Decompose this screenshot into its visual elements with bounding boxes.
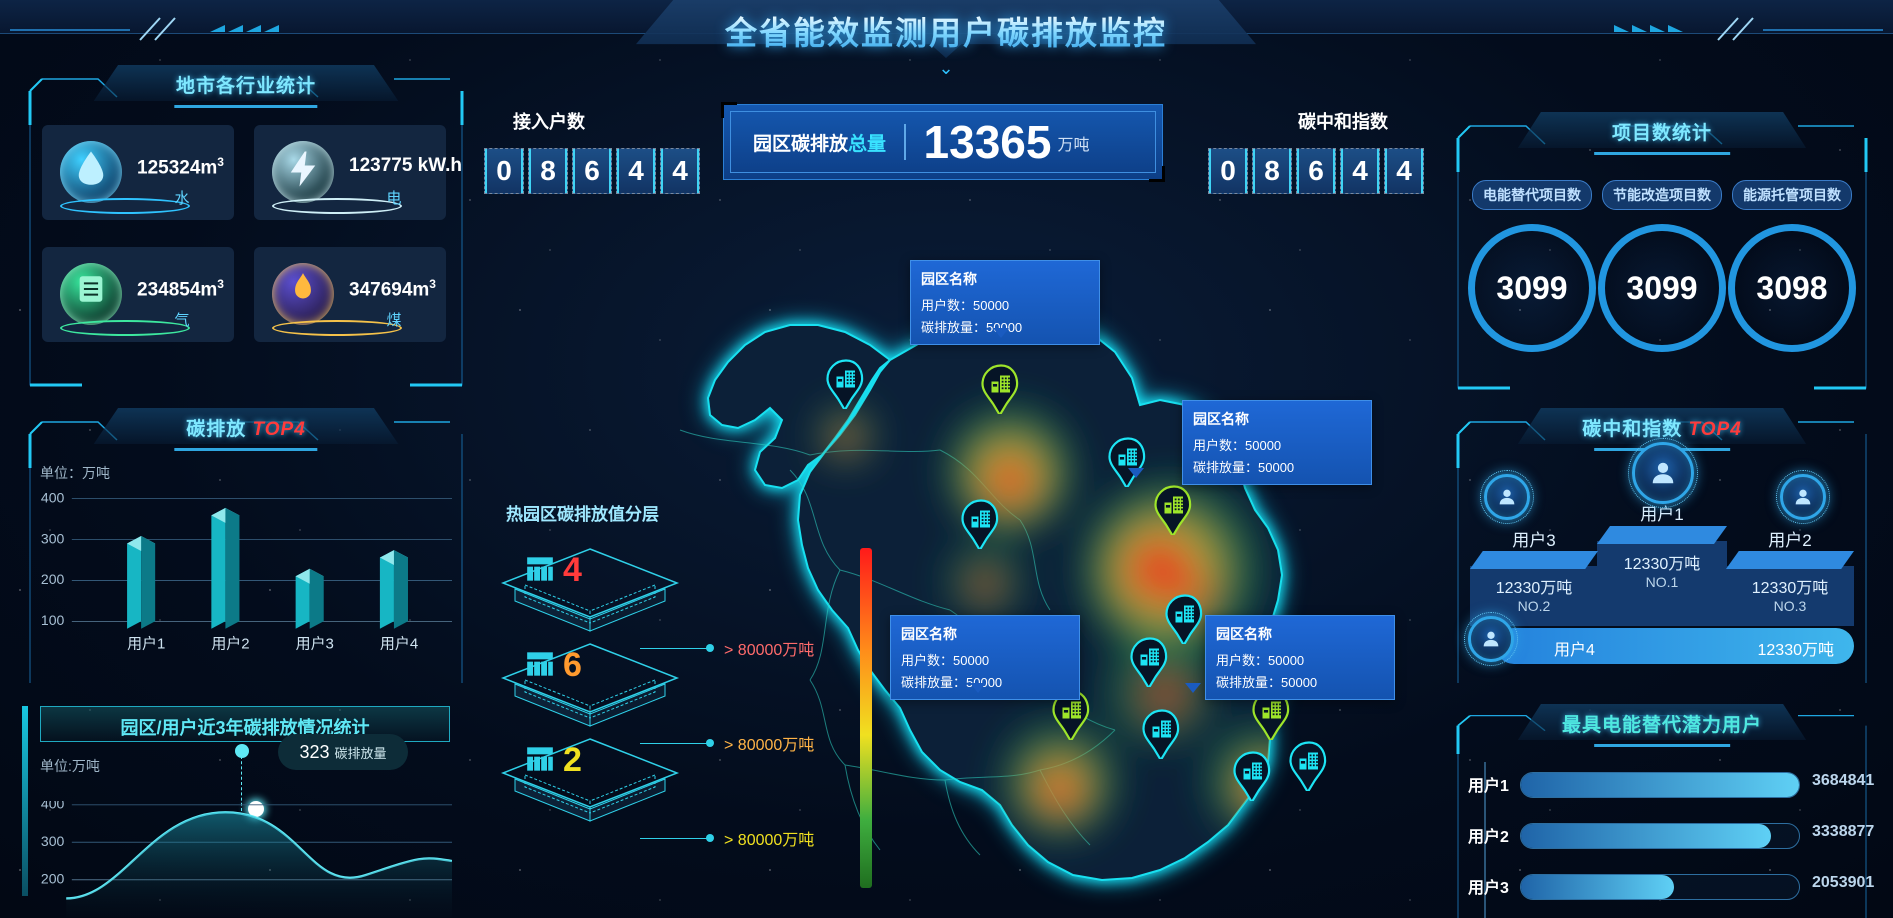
svg-text:用户2: 用户2 bbox=[211, 635, 249, 652]
svg-text:400: 400 bbox=[41, 493, 65, 505]
svg-text:200: 200 bbox=[41, 870, 65, 886]
svg-text:200: 200 bbox=[41, 571, 65, 587]
svg-text:300: 300 bbox=[41, 833, 65, 849]
svg-text:用户4: 用户4 bbox=[380, 635, 418, 652]
svg-text:400: 400 bbox=[41, 801, 65, 812]
svg-text:用户1: 用户1 bbox=[127, 635, 165, 652]
svg-text:用户3: 用户3 bbox=[296, 635, 334, 652]
svg-text:100: 100 bbox=[41, 612, 65, 628]
svg-text:300: 300 bbox=[41, 530, 65, 546]
